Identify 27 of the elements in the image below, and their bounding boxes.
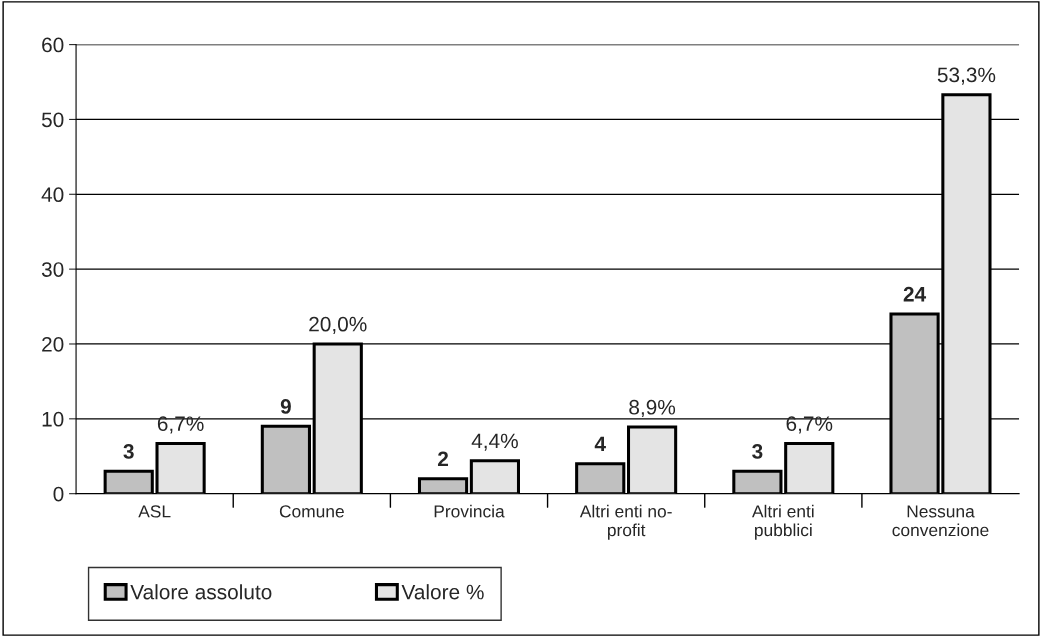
x-tick-label: Altri enti no- profit bbox=[579, 504, 672, 540]
x-tick-label: ASL bbox=[138, 505, 171, 518]
y-tick-label: 50 bbox=[41, 112, 64, 128]
y-tick-label: 0 bbox=[53, 486, 64, 502]
y-tick-label: 30 bbox=[41, 262, 64, 277]
x-tick-label: Altri enti pubblici bbox=[752, 504, 814, 540]
data-label: 4,4% bbox=[471, 433, 518, 451]
x-tick-label: Provincia bbox=[434, 504, 505, 518]
y-tick-label: 10 bbox=[42, 411, 64, 427]
x-tick-label: Comune bbox=[279, 505, 344, 518]
data-label: 3 bbox=[123, 444, 134, 459]
data-label: 53,3% bbox=[937, 67, 996, 85]
y-tick-label: 40 bbox=[41, 187, 64, 203]
data-label: 24 bbox=[903, 286, 927, 302]
legend-label: Valore % bbox=[401, 584, 484, 600]
data-label: 20,0% bbox=[309, 316, 367, 334]
legend-label: Valore assoluto bbox=[130, 584, 272, 600]
data-label: 4 bbox=[594, 436, 606, 452]
data-label: 6,7% bbox=[157, 416, 204, 434]
y-tick-label: 20 bbox=[42, 336, 64, 352]
data-label: 2 bbox=[437, 451, 449, 467]
data-label: 3 bbox=[752, 444, 763, 459]
data-label: 9 bbox=[280, 399, 291, 414]
data-label: 8,9% bbox=[629, 399, 676, 418]
x-tick-label: Nessuna convenzione bbox=[892, 505, 989, 537]
y-tick-label: 60 bbox=[42, 37, 64, 53]
data-label: 6,7% bbox=[786, 416, 833, 434]
